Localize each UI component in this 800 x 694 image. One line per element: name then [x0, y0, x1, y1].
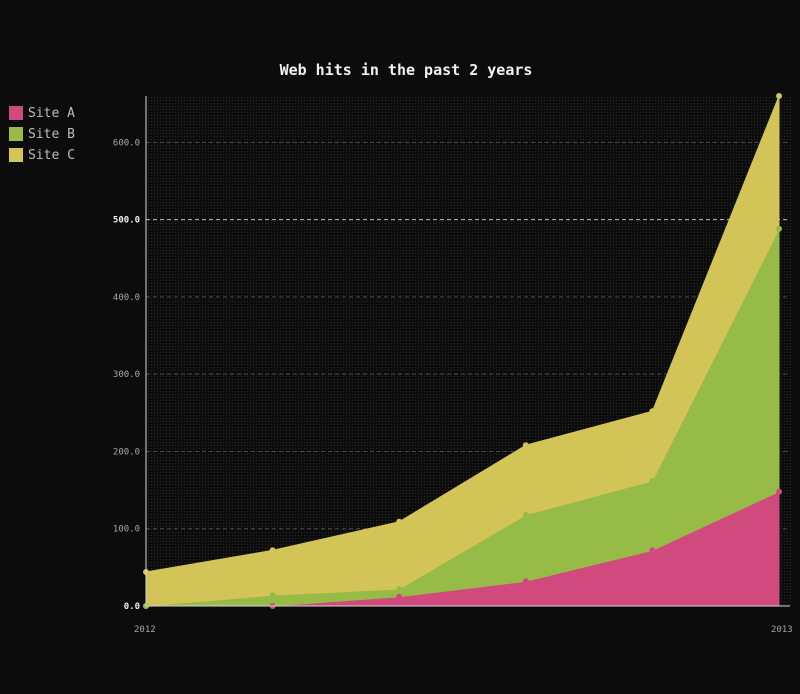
- point-site-c: [776, 93, 782, 99]
- point-site-a: [396, 593, 403, 600]
- point-site-b: [776, 225, 782, 232]
- point-site-c: [396, 518, 403, 525]
- axes: [145, 96, 790, 607]
- y-tick-label: 600.0: [113, 138, 140, 148]
- legend-label: Site C: [28, 148, 75, 163]
- legend-swatch: [9, 148, 23, 162]
- y-tick-labels: 0.0 100.0 200.0 300.0 400.0 500.0 600.0: [113, 138, 140, 612]
- point-site-b: [649, 477, 656, 484]
- grid: [146, 141, 790, 530]
- x-tick-labels: 2012 2013: [134, 625, 793, 635]
- y-tick-label: 300.0: [113, 370, 140, 380]
- point-site-a: [776, 488, 782, 495]
- point-site-c: [269, 547, 276, 554]
- y-tick-label: 100.0: [113, 525, 140, 535]
- y-tick-label: 500.0: [113, 216, 140, 226]
- x-tick-label: 2013: [771, 625, 793, 635]
- y-tick-label: 400.0: [113, 293, 140, 303]
- y-tick-label: 200.0: [113, 447, 140, 457]
- point-site-a: [649, 547, 656, 554]
- legend-swatch: [9, 127, 23, 141]
- legend-label: Site A: [28, 106, 75, 121]
- legend-label: Site B: [28, 127, 75, 142]
- point-site-b: [396, 586, 403, 592]
- point-site-c: [522, 442, 529, 449]
- point-site-c: [649, 408, 656, 415]
- y-tick-label: 0.0: [124, 602, 140, 612]
- legend-swatch: [9, 106, 23, 120]
- legend: Site A Site B Site C: [9, 106, 75, 163]
- point-site-b: [269, 592, 276, 599]
- point-site-a: [522, 578, 529, 585]
- x-tick-label: 2012: [134, 625, 156, 635]
- point-site-b: [522, 511, 529, 518]
- chart-title: Web hits in the past 2 years: [280, 61, 533, 79]
